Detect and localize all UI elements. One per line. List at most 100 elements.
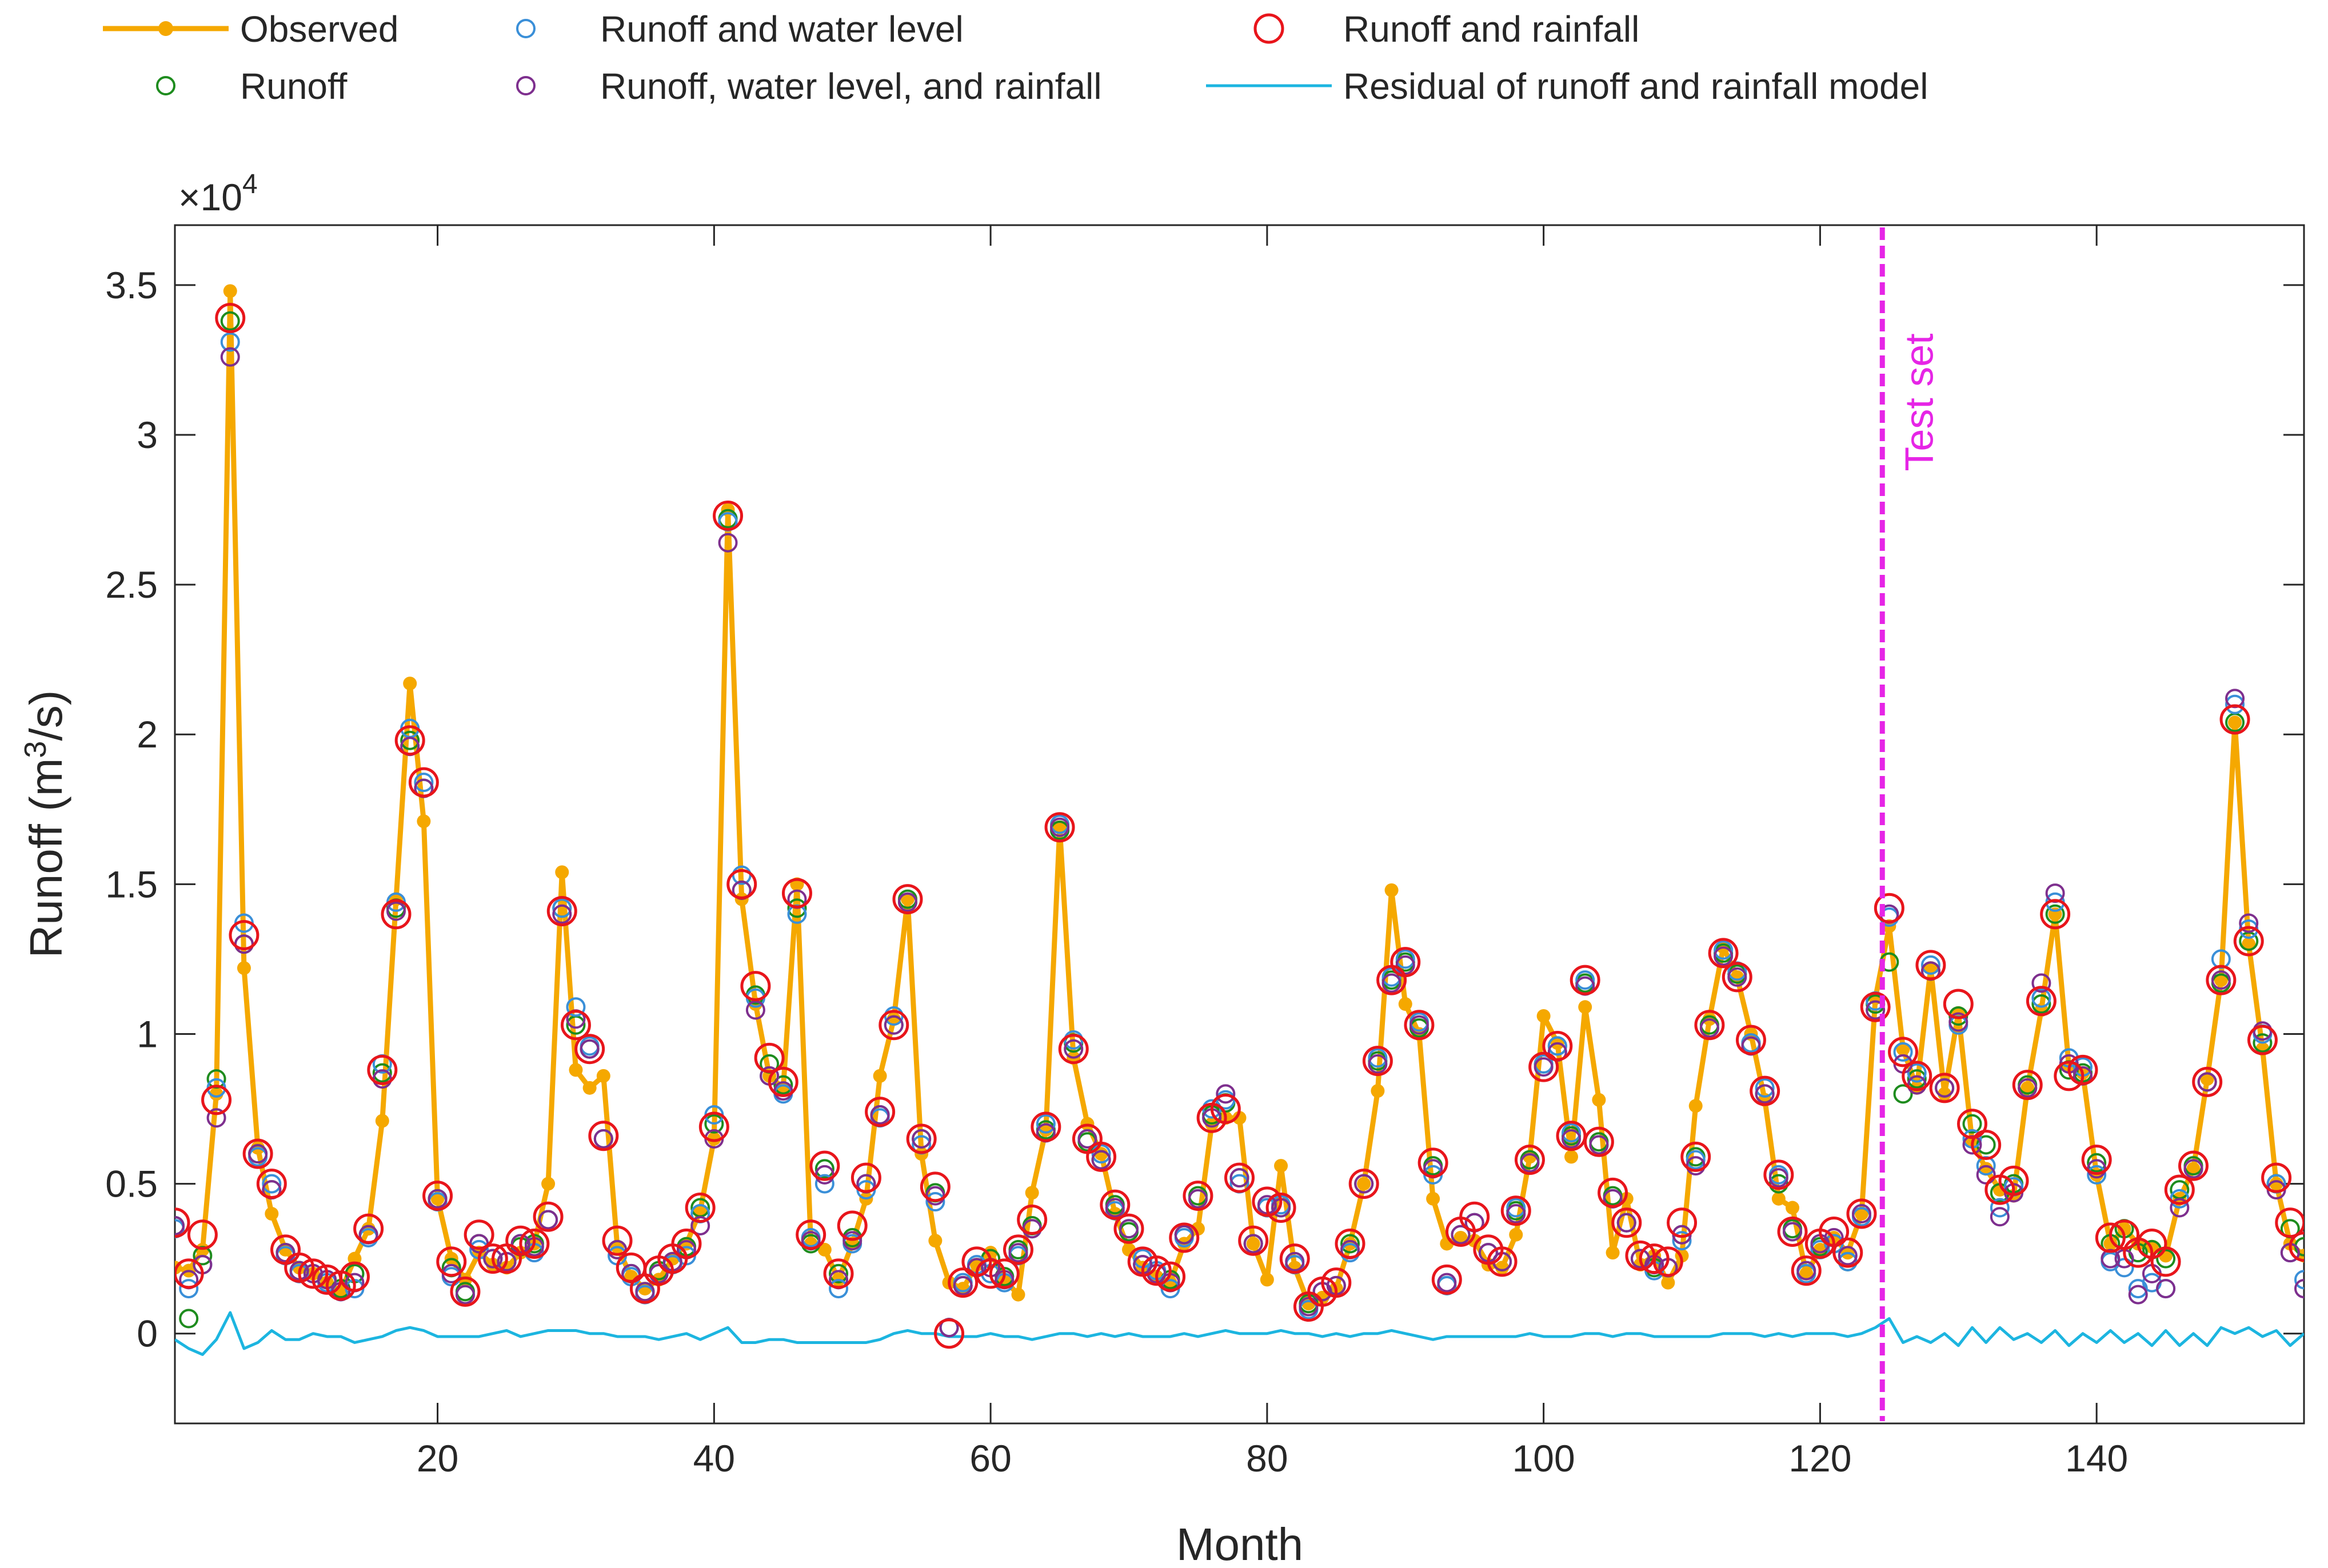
runoff-rainfall-point	[2219, 704, 2250, 735]
runoff-rainfall-point	[2040, 899, 2071, 930]
runoff-rainfall-point	[2054, 1061, 2085, 1091]
runoff-water-level-point	[829, 1279, 849, 1299]
runoff-wl-rainfall-point	[1990, 1207, 2010, 1227]
runoff-rainfall-point	[1514, 1145, 1545, 1175]
runoff-water-level-point	[1506, 1198, 1526, 1218]
observed-point	[596, 1069, 610, 1083]
observed-point	[1357, 1177, 1371, 1191]
runoff-rainfall-point	[422, 1181, 453, 1211]
runoff-wl-rainfall-point	[1451, 1225, 1471, 1245]
y-tick-label: 2	[137, 713, 158, 755]
runoff-wl-rainfall-point	[1699, 1018, 1719, 1038]
runoff-water-level-point	[925, 1192, 945, 1212]
runoff-rainfall-point	[1279, 1243, 1310, 1274]
runoff-rainfall-point	[1335, 1228, 1365, 1259]
runoff-rainfall-point	[1998, 1165, 2029, 1196]
runoff-rainfall-point	[2081, 1145, 2112, 1175]
runoff-rainfall-point	[1722, 962, 1752, 993]
runoff-rainfall-point	[2164, 1174, 2195, 1205]
runoff-point	[1893, 1084, 1913, 1104]
runoff-point	[2031, 994, 2051, 1014]
y-tick-label: 3	[137, 414, 158, 456]
legend-symbol-circle	[156, 76, 175, 95]
y-multiplier-base: ×10	[178, 176, 242, 218]
runoff-rainfall-point	[1598, 1177, 1628, 1208]
runoff-wl-rainfall-point	[870, 1105, 890, 1125]
runoff-rainfall-point	[1556, 1121, 1587, 1151]
runoff-water-level-point	[1990, 1198, 2010, 1218]
runoff-wl-rainfall-point	[593, 1129, 613, 1149]
y-tick-label: 1.5	[105, 863, 158, 905]
legend-label: Residual of runoff and rainfall model	[1343, 66, 1928, 107]
observed-point	[1799, 1266, 1814, 1281]
runoff-wl-rainfall-point	[1714, 946, 1734, 966]
y-axis-label-sup: 3	[18, 741, 53, 758]
runoff-wl-rainfall-point	[1783, 1222, 1803, 1242]
axis-ticks	[175, 225, 2304, 1423]
runoff-wl-rainfall-point	[1354, 1174, 1374, 1194]
observed-point	[1371, 1084, 1385, 1098]
y-axis-label-tail: /s)	[21, 690, 71, 741]
runoff-wl-rainfall-point	[1437, 1273, 1457, 1293]
runoff-wl-rainfall-point	[1506, 1204, 1526, 1224]
observed-point	[1688, 1099, 1703, 1113]
runoff-water-level-point	[1575, 970, 1595, 990]
observed-point	[1398, 997, 1412, 1011]
observed-point	[969, 1258, 984, 1272]
observed-point	[1979, 1162, 1993, 1176]
runoff-point	[400, 730, 420, 750]
runoff-wl-rainfall-point	[275, 1243, 296, 1263]
x-axis-label: Month	[1176, 1519, 1303, 1565]
observed-point	[1509, 1227, 1523, 1242]
plot-frame	[174, 224, 2305, 1425]
runoff-rainfall-point	[1625, 1240, 1656, 1271]
runoff-wl-rainfall-point	[2128, 1285, 2148, 1305]
runoff-rainfall-point	[754, 1042, 785, 1073]
runoff-rainfall-point	[215, 303, 246, 334]
runoff-rainfall-point	[2275, 1207, 2304, 1238]
x-tick-label: 20	[417, 1437, 458, 1479]
runoff-rainfall-point	[560, 1010, 591, 1041]
legend-label: Runoff and water level	[600, 9, 964, 50]
runoff-rainfall-point	[519, 1228, 550, 1259]
runoff-rainfall-point	[1929, 1073, 1960, 1103]
residual-series	[175, 1311, 2304, 1356]
runoff-wl-rainfall-point	[1229, 1168, 1249, 1188]
y-tick-label: 0	[137, 1313, 158, 1355]
runoff-rainfall-point	[685, 1193, 716, 1223]
observed-point	[209, 1087, 223, 1101]
runoff-rainfall-point	[1542, 1030, 1573, 1061]
runoff-wl-rainfall-point	[1091, 1150, 1111, 1170]
runoff-wl-rainfall-point	[1755, 1084, 1775, 1104]
runoff-rainfall-point	[533, 1201, 564, 1232]
runoff-wl-rainfall-point	[1368, 1054, 1388, 1074]
runoff-wl-rainfall-point	[220, 347, 240, 367]
observed-point	[1053, 820, 1067, 834]
legend-label: Runoff, water level, and rainfall	[600, 66, 1102, 107]
observed-point	[1771, 1191, 1786, 1206]
observed-point	[1495, 1261, 1510, 1275]
runoff-wl-rainfall-point	[428, 1189, 448, 1209]
runoff-wl-rainfall-point	[386, 901, 406, 921]
runoff-wl-rainfall-point	[2183, 1159, 2203, 1179]
runoff-wl-rainfall-point	[1188, 1189, 1208, 1209]
runoff-rainfall-point	[906, 1123, 937, 1154]
runoff-wl-rainfall-point	[2031, 973, 2051, 993]
runoff-rainfall-point	[588, 1121, 619, 1151]
runoff-rainfall-point	[713, 501, 744, 531]
y-tick-label: 2.5	[105, 563, 158, 606]
observed-point	[375, 1114, 389, 1128]
runoff-wl-rainfall-point	[1285, 1251, 1305, 1271]
runoff-point	[814, 1159, 834, 1179]
observed-point	[1232, 1111, 1247, 1125]
runoff-wl-rainfall-point	[1105, 1198, 1125, 1218]
observed-point	[237, 961, 251, 975]
runoff-rainfall-point	[574, 1034, 605, 1065]
observed-point	[1523, 1150, 1537, 1164]
y-tick-label: 0.5	[105, 1163, 158, 1205]
runoff-rainfall-point	[1210, 1094, 1241, 1125]
observed-point	[223, 284, 237, 298]
runoff-rainfall-point	[2206, 965, 2237, 995]
runoff-rainfall-point	[2095, 1222, 2126, 1253]
observed-point	[2269, 1177, 2283, 1191]
